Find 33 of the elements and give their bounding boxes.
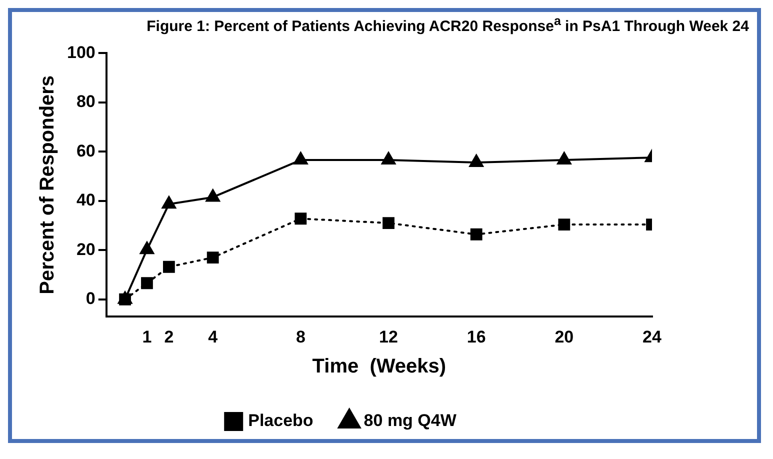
point bbox=[140, 242, 154, 254]
legend-label: Placebo bbox=[248, 411, 314, 430]
x-tick-label: 24 bbox=[642, 327, 662, 346]
point bbox=[558, 218, 570, 230]
y-tick-label: 100 bbox=[66, 42, 96, 62]
x-tick-label: 4 bbox=[208, 327, 218, 346]
y-tick-label: 80 bbox=[76, 92, 96, 112]
y-tick-label: 60 bbox=[76, 141, 96, 160]
x-tick-label: 12 bbox=[379, 327, 398, 346]
y-tick-label: 0 bbox=[86, 289, 96, 308]
point bbox=[162, 260, 175, 273]
point bbox=[206, 252, 219, 264]
y-tick-label: 20 bbox=[76, 240, 96, 259]
x-tick-label: 8 bbox=[296, 327, 306, 346]
point bbox=[382, 217, 394, 230]
point bbox=[141, 277, 153, 290]
x-tick-label: 1 bbox=[142, 327, 152, 346]
point bbox=[557, 152, 572, 165]
point bbox=[381, 152, 396, 165]
point bbox=[206, 189, 220, 202]
x-axis-title: Time (Weeks) bbox=[312, 356, 446, 378]
point bbox=[294, 152, 308, 165]
y-tick-label: 40 bbox=[76, 190, 96, 210]
point bbox=[470, 228, 482, 240]
legend-label: 80 mg Q4W bbox=[364, 411, 458, 430]
point bbox=[294, 212, 307, 225]
x-tick-label: 2 bbox=[164, 327, 174, 346]
x-tick-label: 20 bbox=[554, 327, 574, 346]
x-tick-label: 16 bbox=[466, 327, 486, 346]
point bbox=[162, 196, 176, 209]
point bbox=[469, 154, 484, 167]
chart-title: Figure 1: Percent of Patients Achieving ACR20 Response$^{a}$ in PsA1 Through Week 24 bbox=[146, 13, 750, 35]
y-axis-title: Percent of Responders bbox=[36, 75, 59, 294]
